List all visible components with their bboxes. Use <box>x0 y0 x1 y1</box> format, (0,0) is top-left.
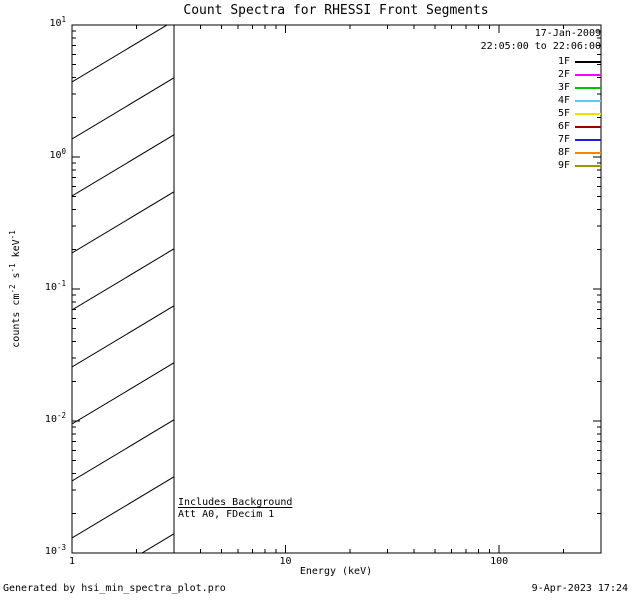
observation-time-range: 22:05:00 to 22:06:00 <box>480 41 601 52</box>
legend-label: 9F <box>557 160 570 171</box>
legend-label: 7F <box>557 134 570 145</box>
y-axis-title-exponent: -2 <box>8 284 17 294</box>
generator-credit: Generated by hsi_min_spectra_plot.pro <box>3 583 226 594</box>
y-tick-label: 10-3 <box>44 543 66 558</box>
legend-item-3F: 3F <box>558 82 601 94</box>
y-tick-exponent: -3 <box>56 543 66 552</box>
legend-color-line <box>575 61 601 63</box>
legend-item-4F: 4F <box>558 95 601 107</box>
y-axis-title: counts cm-2 s-1 keV-1 <box>8 230 23 348</box>
legend-item-2F: 2F <box>558 69 601 81</box>
plot-frame <box>71 24 602 554</box>
legend-label: 2F <box>557 69 570 80</box>
legend-color-line <box>575 165 601 167</box>
legend-color-line <box>575 74 601 76</box>
y-tick-label: 100 <box>49 147 66 162</box>
y-tick-exponent: -1 <box>56 279 66 288</box>
y-tick-label: 10-2 <box>44 411 66 426</box>
legend-item-8F: 8F <box>558 147 601 159</box>
y-axis-title-exponent: -1 <box>8 230 17 240</box>
generation-timestamp: 9-Apr-2023 17:24 <box>531 583 628 594</box>
legend-item-6F: 6F <box>558 121 601 133</box>
y-tick-exponent: 1 <box>61 15 66 24</box>
legend-color-line <box>575 113 601 115</box>
legend-label: 3F <box>557 82 570 93</box>
y-tick-label: 10-1 <box>44 279 66 294</box>
legend-label: 4F <box>557 95 570 106</box>
legend-color-line <box>575 126 601 128</box>
legend-item-9F: 9F <box>558 160 601 172</box>
x-tick-label: 1 <box>68 556 76 567</box>
legend-color-line <box>575 152 601 154</box>
y-tick-base: 10 <box>44 282 57 293</box>
y-tick-base: 10 <box>44 414 57 425</box>
y-axis-title-text: keV <box>11 239 22 264</box>
y-tick-base: 10 <box>44 546 57 557</box>
legend-label: 8F <box>557 147 570 158</box>
note-attenuator-state: Att A0, FDecim 1 <box>178 509 275 520</box>
chart-title: Count Spectra for RHESSI Front Segments <box>183 3 489 18</box>
x-axis-title: Energy (keV) <box>299 566 373 577</box>
note-includes-background: Includes Background <box>178 497 293 508</box>
y-axis-title-text: s <box>11 272 22 285</box>
legend-label: 6F <box>557 121 570 132</box>
y-tick-label: 101 <box>49 15 66 30</box>
legend-color-line <box>575 100 601 102</box>
y-tick-base: 10 <box>49 150 62 161</box>
y-axis-title-exponent: -1 <box>8 263 17 273</box>
y-tick-exponent: 0 <box>61 147 66 156</box>
y-axis-title-text: counts cm <box>11 293 22 348</box>
legend-item-7F: 7F <box>558 134 601 146</box>
legend-item-1F: 1F <box>558 56 601 68</box>
y-tick-exponent: -2 <box>56 411 66 420</box>
legend-item-5F: 5F <box>558 108 601 120</box>
y-tick-base: 10 <box>49 18 62 29</box>
x-tick-label: 100 <box>490 556 509 567</box>
legend-color-line <box>575 87 601 89</box>
legend-label: 1F <box>557 56 570 67</box>
legend-label: 5F <box>557 108 570 119</box>
x-tick-label: 10 <box>279 556 292 567</box>
legend-color-line <box>575 139 601 141</box>
observation-date: 17-Jan-2009 <box>534 28 601 39</box>
